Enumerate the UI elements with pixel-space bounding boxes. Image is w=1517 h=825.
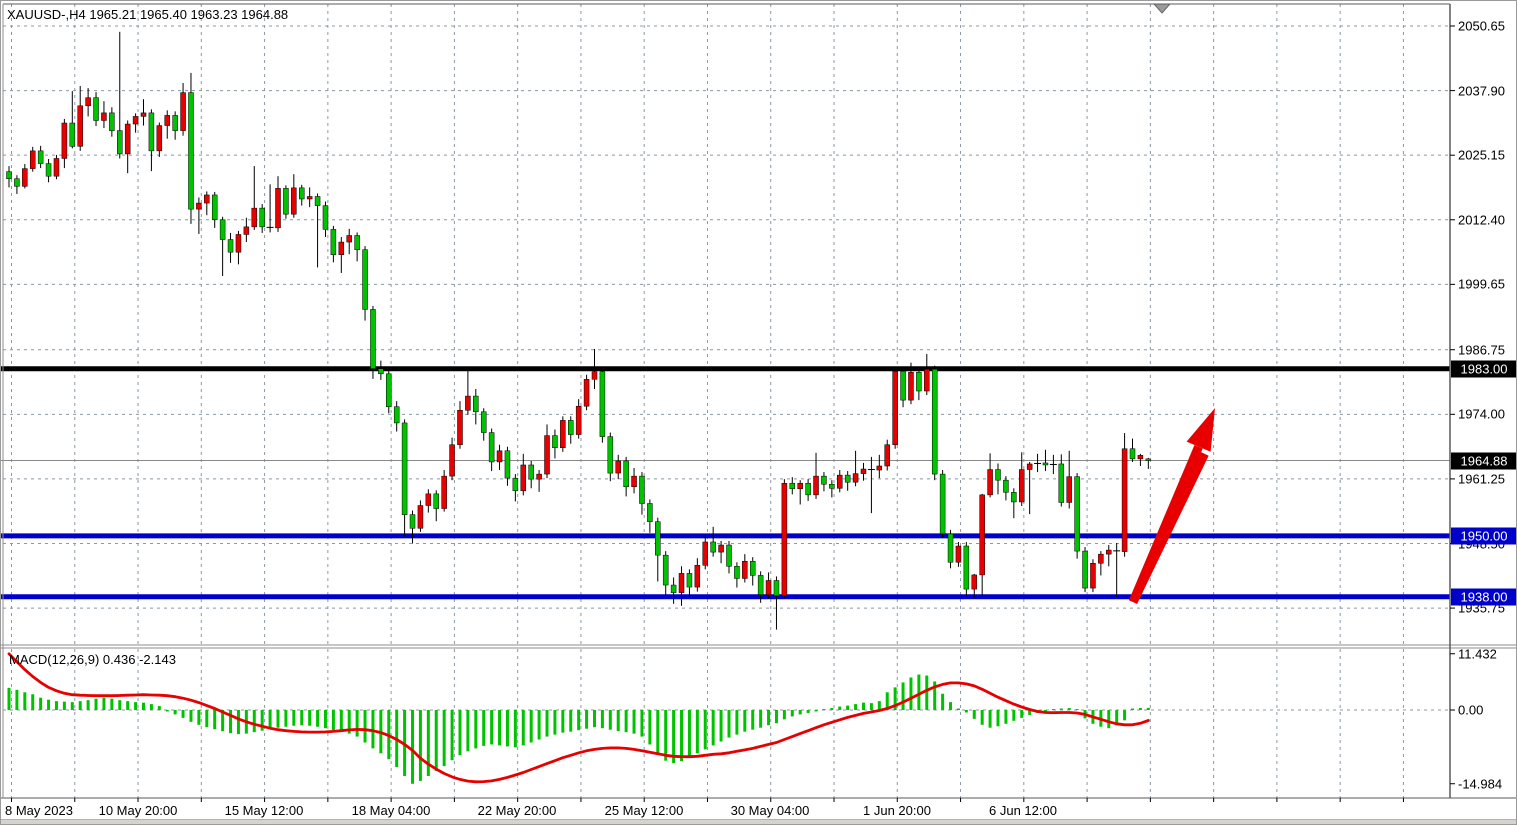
price-badge: 1964.88 xyxy=(1451,452,1516,470)
time-axis-label: 30 May 04:00 xyxy=(730,803,810,818)
price-axis-label: 1974.00 xyxy=(1458,406,1505,422)
price-axis-label: 2037.90 xyxy=(1458,83,1505,99)
macd-axis-label: 11.432 xyxy=(1458,646,1497,662)
macd-indicator-label: MACD(12,26,9) 0.436 -2.143 xyxy=(9,652,176,667)
price-badge: 1938.00 xyxy=(1451,588,1516,606)
horizontal-price-lines[interactable] xyxy=(1,366,1450,600)
window-bottom-edge xyxy=(1,819,1516,824)
price-axis-label: 1986.75 xyxy=(1458,342,1505,358)
trend-arrow[interactable] xyxy=(1128,408,1215,604)
chart-shift-triangle-icon[interactable] xyxy=(1152,3,1172,14)
candles-layer xyxy=(6,31,1152,630)
pane-borders xyxy=(1,3,1516,799)
time-axis-label: 22 May 20:00 xyxy=(477,803,557,818)
price-axis-label: 1999.65 xyxy=(1458,276,1505,292)
time-axis-label: 8 May 2023 xyxy=(5,803,73,818)
time-axis-label: 1 Jun 20:00 xyxy=(863,803,931,818)
axis-ticks xyxy=(11,25,1455,802)
price-badge: 1950.00 xyxy=(1451,527,1516,545)
time-axis-label: 6 Jun 12:00 xyxy=(989,803,1057,818)
price-badge: 1983.00 xyxy=(1451,360,1516,378)
price-axis-label: 1961.25 xyxy=(1458,471,1505,487)
symbol-ohlc-title: XAUUSD-,H4 1965.21 1965.40 1963.23 1964.… xyxy=(7,7,289,22)
time-axis-label: 25 May 12:00 xyxy=(604,803,684,818)
price-axis-label: 2025.15 xyxy=(1458,147,1505,163)
macd-axis-label: -14.984 xyxy=(1458,776,1503,792)
macd-axis-label: 0.00 xyxy=(1458,702,1484,718)
time-axis-label: 10 May 20:00 xyxy=(98,803,178,818)
price-axis-label: 2012.40 xyxy=(1458,212,1505,228)
macd-indicator xyxy=(7,652,1150,784)
time-axis-label: 15 May 12:00 xyxy=(224,803,304,818)
price-axis-label: 2050.65 xyxy=(1458,18,1505,34)
time-axis-label: 18 May 04:00 xyxy=(351,803,431,818)
gridlines xyxy=(3,4,1450,798)
